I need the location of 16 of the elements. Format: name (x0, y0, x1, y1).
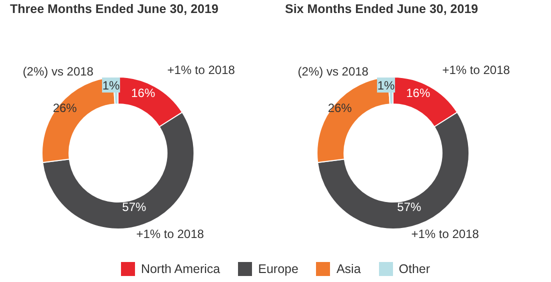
data-label: 57% (397, 200, 422, 214)
text: +1% to 2018 (411, 227, 479, 242)
chart-title: Six Months Ended June 30, 2019 (285, 2, 478, 16)
legend-label: Europe (258, 262, 298, 276)
text: +1% to 2018 (136, 227, 204, 242)
data-label: 57% (122, 200, 147, 214)
legend-label: Other (398, 262, 430, 276)
legend-label: North America (140, 262, 220, 276)
text: +1% to 2018 (167, 63, 235, 78)
data-label: 16% (131, 86, 156, 100)
legend-label: Asia (336, 262, 361, 276)
text: (2%) vs 2018 (298, 64, 368, 79)
chart-title: Three Months Ended June 30, 2019 (10, 2, 218, 16)
data-label: 16% (406, 86, 430, 100)
text: (2%) vs 2018 (22, 64, 94, 79)
text: +1% to 2018 (442, 63, 510, 78)
